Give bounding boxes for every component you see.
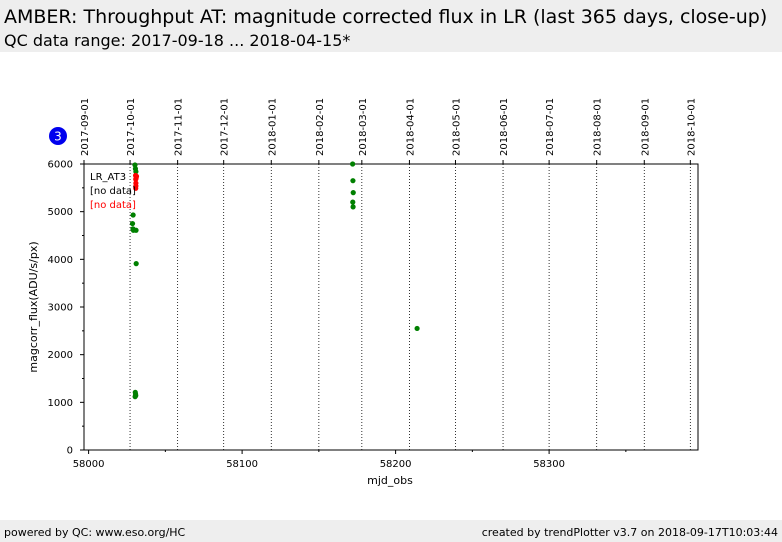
x-axis: 58000 58100 58200 58300	[73, 450, 627, 470]
data-point	[133, 185, 139, 191]
top-tick-label: 2018-05-01	[451, 98, 462, 156]
x-tick-label: 58000	[73, 459, 105, 470]
x-tick-label: 58300	[533, 459, 565, 470]
data-point	[414, 325, 420, 332]
badge-label: 3	[54, 130, 62, 144]
top-tick-label: 2018-04-01	[405, 98, 416, 156]
top-tick-label: 2018-01-01	[267, 98, 278, 156]
top-tick-label: 2017-10-01	[126, 98, 137, 156]
y-tick-label: 5000	[48, 207, 73, 218]
legend-entry: [no data]	[90, 186, 136, 197]
top-tick-label: 2017-11-01	[174, 98, 185, 156]
top-tick-label: 2017-12-01	[220, 98, 231, 156]
top-tick-label: 2018-09-01	[640, 98, 651, 156]
legend-entry: LR_AT3	[90, 172, 126, 183]
y-axis-label: magcorr_flux(ADU/s/px)	[27, 241, 40, 372]
top-tick-label: 2018-03-01	[358, 98, 369, 156]
points-layer	[129, 161, 420, 400]
data-point	[350, 204, 356, 210]
data-point	[133, 393, 139, 399]
y-tick-label: 1000	[48, 398, 73, 409]
footer: powered by QC: www.eso.org/HC created by…	[0, 520, 782, 542]
page-title: AMBER: Throughput AT: magnitude correcte…	[4, 6, 768, 28]
y-tick-label: 2000	[48, 350, 73, 361]
data-point	[129, 220, 136, 227]
top-tick-label: 2018-10-01	[686, 98, 697, 156]
header: AMBER: Throughput AT: magnitude correcte…	[0, 0, 782, 52]
data-point	[130, 212, 136, 218]
grid-layer	[83, 164, 691, 450]
top-tick-label: 2018-02-01	[315, 98, 326, 156]
data-point	[133, 261, 139, 267]
footer-created: created by trendPlotter v3.7 on 2018-09-…	[481, 526, 778, 539]
y-tick-label: 4000	[48, 255, 73, 266]
data-point	[132, 162, 138, 168]
data-point	[133, 227, 139, 233]
chart: 2017-09-01 2017-10-01 2017-11-01 2017-12-01…	[27, 98, 699, 487]
badge[interactable]: 3	[49, 127, 67, 145]
page-subtitle: QC data range: 2017-09-18 ... 2018-04-15…	[4, 31, 351, 50]
top-axis: 2017-09-01 2017-10-01 2017-11-01 2017-12-01…	[80, 98, 697, 164]
top-tick-label: 2017-09-01	[80, 98, 91, 156]
top-tick-label: 2018-07-01	[545, 98, 556, 156]
y-tick-label: 0	[67, 446, 73, 457]
legend-entry: [no data]	[90, 200, 136, 211]
footer-credit: powered by QC: www.eso.org/HC	[4, 526, 186, 539]
data-point	[350, 178, 356, 184]
x-tick-label: 58200	[380, 459, 412, 470]
x-axis-label: mjd_obs	[367, 474, 413, 487]
data-point	[350, 190, 356, 196]
data-point	[350, 161, 356, 167]
legend: LR_AT3 [no data] [no data]	[90, 172, 136, 211]
data-point	[133, 176, 139, 182]
data-point	[133, 169, 139, 175]
top-tick-label: 2018-08-01	[593, 98, 604, 156]
plot-frame	[83, 163, 699, 451]
data-point	[350, 199, 356, 205]
y-tick-label: 6000	[48, 160, 73, 171]
y-tick-label: 3000	[48, 303, 73, 314]
badge-circle	[49, 127, 67, 145]
x-tick-label: 58100	[226, 459, 258, 470]
y-axis: 0 1000 2000 3000 4000 5000 6000	[48, 160, 84, 457]
top-tick-label: 2018-06-01	[499, 98, 510, 156]
